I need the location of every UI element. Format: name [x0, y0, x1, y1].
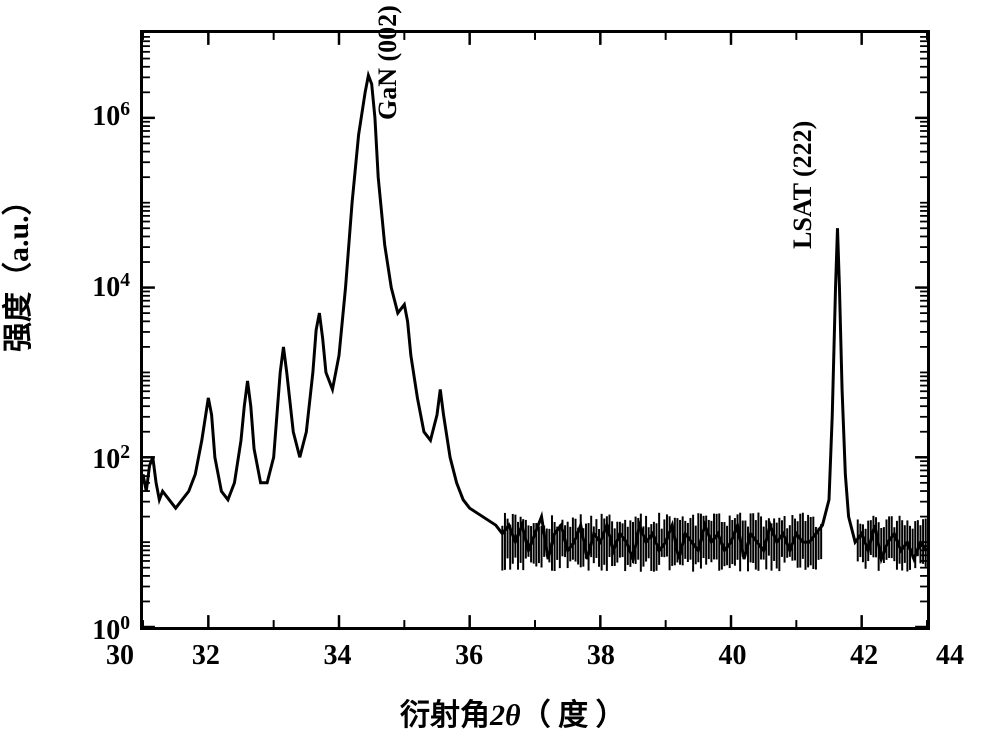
x-tick-label: 38 — [587, 640, 615, 672]
x-axis-label: 衍射角2θ（ 度 ） — [400, 690, 626, 734]
x-tick-label: 42 — [850, 640, 878, 672]
x-tick-label: 44 — [936, 640, 964, 672]
y-tick-label: 102 — [92, 441, 130, 475]
x-tick-label: 36 — [455, 640, 483, 672]
peak-label: GaN (002) — [373, 5, 403, 120]
x-label-text: 衍射角2θ（ 度 ） — [400, 699, 626, 732]
y-axis-label: 强度（a.u.） — [0, 185, 37, 352]
x-tick-label: 32 — [192, 640, 220, 672]
x-tick-label: 40 — [719, 640, 747, 672]
x-tick-label: 34 — [324, 640, 352, 672]
y-tick-label: 106 — [92, 99, 130, 133]
y-tick-label: 104 — [92, 270, 130, 304]
y-label-text: 强度（a.u.） — [2, 185, 35, 352]
peak-label: LSAT (222) — [788, 120, 818, 248]
x-tick-label: 30 — [106, 640, 134, 672]
